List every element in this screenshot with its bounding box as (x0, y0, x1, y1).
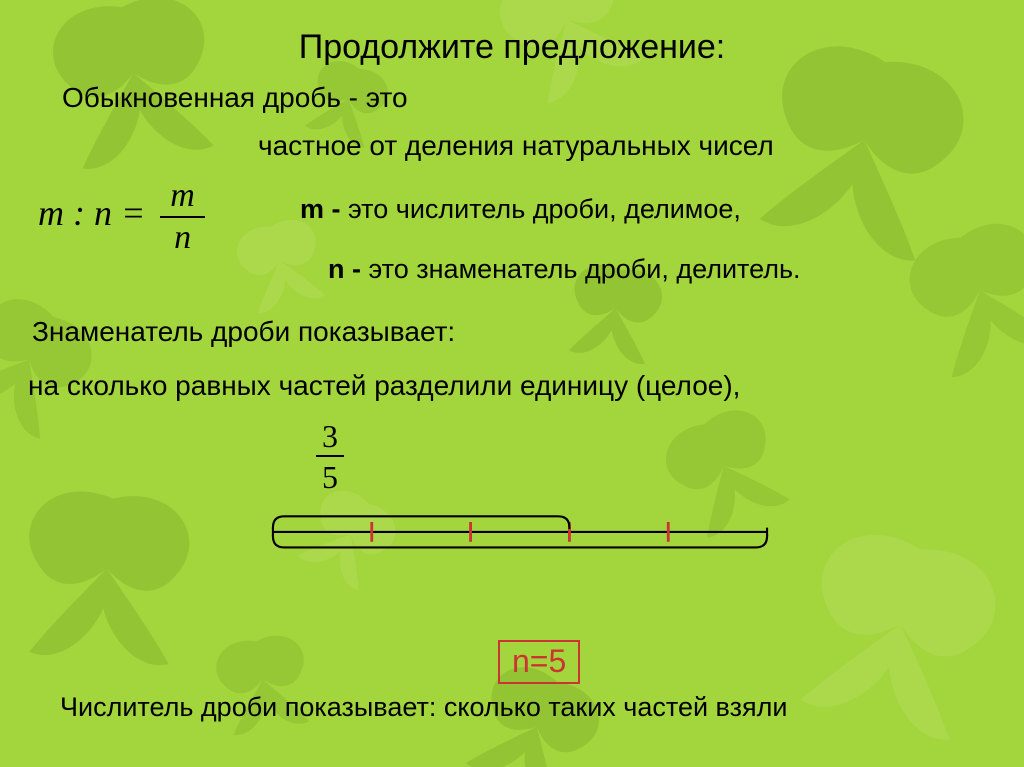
formula-denominator: n (160, 218, 205, 256)
text-denominator-explains: на сколько равных частей разделили едини… (28, 370, 740, 402)
slide-root: Продолжите предложение: Обыкновенная дро… (0, 0, 1024, 767)
formula-lhs: m : n = (38, 193, 145, 233)
m-label: m - (300, 194, 341, 224)
text-m-explain: m - это числитель дроби, делимое, (300, 194, 741, 225)
text-denominator-shows: Знаменатель дроби показывает: (32, 316, 455, 348)
formula-fraction: m n (160, 178, 205, 255)
formula-m-over-n: m : n = m n (38, 178, 205, 255)
formula-numerator: m (160, 178, 205, 218)
text-n-explain: n - это знаменатель дроби, делитель. (328, 254, 801, 285)
n-equals-label: n=5 (498, 640, 580, 684)
n-text: это знаменатель дроби, делитель. (361, 254, 801, 284)
text-numerator-shows: Числитель дроби показывает: сколько таки… (60, 692, 1000, 723)
slide-title: Продолжите предложение: (0, 28, 1024, 67)
n-label: n - (328, 254, 361, 284)
example-fraction: 3 5 (316, 418, 344, 496)
text-definition-cont: частное от деления натуральных чисел (258, 130, 774, 162)
example-fraction-num: 3 (316, 418, 344, 457)
m-text: это числитель дроби, делимое, (341, 194, 741, 224)
number-line-diagram (170, 486, 870, 656)
text-definition-intro: Обыкновенная дробь - это (62, 82, 408, 114)
number-line-svg (170, 486, 870, 606)
